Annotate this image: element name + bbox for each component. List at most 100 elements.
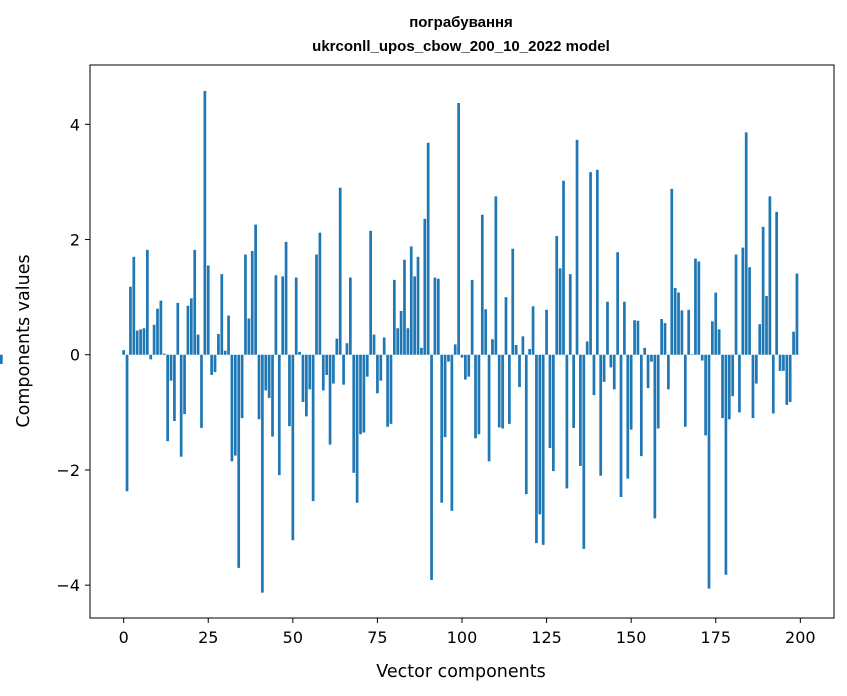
bar-24 [203, 90, 207, 355]
bar-44 [271, 354, 274, 437]
bar-106 [480, 214, 484, 355]
bar-7 [145, 249, 149, 355]
bar-10 [156, 308, 159, 355]
bar-56 [311, 354, 315, 502]
bar-198 [792, 331, 795, 355]
bar-91 [430, 354, 433, 580]
bar-197 [788, 354, 792, 402]
bar-136 [582, 354, 586, 549]
bar-36 [244, 254, 247, 355]
bar-5 [139, 329, 142, 355]
bar-42 [264, 354, 268, 391]
bar-162 [670, 188, 674, 355]
bar-161 [667, 354, 670, 390]
bar-27 [213, 354, 217, 373]
bar-71 [362, 354, 366, 433]
bar-113 [504, 297, 508, 355]
bar-173 [707, 354, 711, 589]
bar-150 [629, 354, 633, 430]
bar-187 [755, 354, 758, 384]
x-tick-label-0: 0 [119, 628, 129, 647]
bar-79 [389, 354, 393, 424]
bars-group [0, 90, 799, 593]
bar-192 [771, 354, 775, 414]
bar-141 [599, 354, 603, 476]
bar-133 [572, 354, 576, 428]
bar-105 [477, 354, 481, 435]
bar-149 [626, 354, 630, 479]
bar-118 [521, 336, 525, 355]
bar-58 [318, 232, 322, 355]
bar-196 [785, 354, 789, 405]
bar-2 [129, 286, 132, 355]
bar-181 [734, 254, 738, 355]
bar-168 [690, 354, 694, 355]
bar-155 [646, 354, 650, 389]
y-tick-label-4: 4 [70, 115, 80, 134]
bar-195 [782, 354, 785, 371]
bar-28 [217, 334, 220, 355]
bar-152 [636, 320, 640, 355]
bar-64 [338, 187, 342, 355]
bar-177 [721, 354, 724, 419]
bar-37 [247, 318, 251, 355]
bar-18 [183, 354, 186, 415]
bar-40 [257, 354, 261, 420]
bar-47 [281, 276, 285, 355]
y-tick-label-0: 0 [70, 346, 80, 365]
bar-193 [775, 211, 779, 355]
bar-48 [284, 241, 288, 355]
bar-62 [332, 354, 335, 384]
bar-39 [254, 224, 257, 355]
bar-65 [342, 354, 345, 385]
bar-146 [616, 252, 619, 355]
bar-83 [403, 259, 406, 355]
x-tick-label-200: 200 [785, 628, 816, 647]
bar-41 [261, 354, 264, 593]
bar-180 [731, 354, 735, 397]
bar-81 [396, 328, 400, 355]
bar-163 [673, 287, 677, 355]
bar-123 [538, 354, 542, 515]
bar-86 [413, 276, 416, 355]
bar-194 [778, 354, 782, 371]
x-tick-label-25: 25 [198, 628, 218, 647]
bar-182 [738, 354, 741, 413]
bar-132 [568, 274, 572, 355]
bar-45 [274, 275, 278, 355]
bar-127 [552, 354, 555, 472]
bar-124 [541, 354, 545, 545]
bar-140 [595, 169, 599, 355]
bar-0 [122, 350, 126, 355]
bar-74 [372, 334, 376, 355]
bar-186 [751, 354, 755, 419]
bar-87 [416, 256, 420, 355]
bar-117 [518, 354, 521, 388]
bar-19 [186, 305, 190, 355]
y-tick-label--4: −4 [56, 576, 80, 595]
bar-4 [135, 330, 139, 355]
bar-144 [609, 354, 613, 368]
chart-title-line1: пограбування [409, 14, 513, 31]
y-axis-ticks: −4 −2 0 2 4 [56, 115, 90, 595]
bar-100 [460, 354, 464, 358]
bar-16 [176, 302, 180, 355]
bar-72 [365, 354, 369, 377]
bar-60 [325, 354, 329, 375]
bar-148 [623, 301, 626, 355]
bar-43 [267, 354, 271, 398]
bar-59 [321, 354, 325, 391]
bar-98 [453, 344, 457, 355]
bar-178 [724, 354, 728, 575]
bar-176 [717, 329, 721, 355]
bar-185 [748, 267, 751, 355]
bar-158 [656, 354, 660, 429]
bar-169 [694, 258, 697, 355]
bar-23 [200, 354, 203, 428]
bar-167 [687, 309, 691, 355]
bar-68 [352, 354, 356, 473]
bar-21 [193, 249, 197, 355]
bar-165 [680, 310, 684, 355]
bar-142 [602, 354, 606, 382]
